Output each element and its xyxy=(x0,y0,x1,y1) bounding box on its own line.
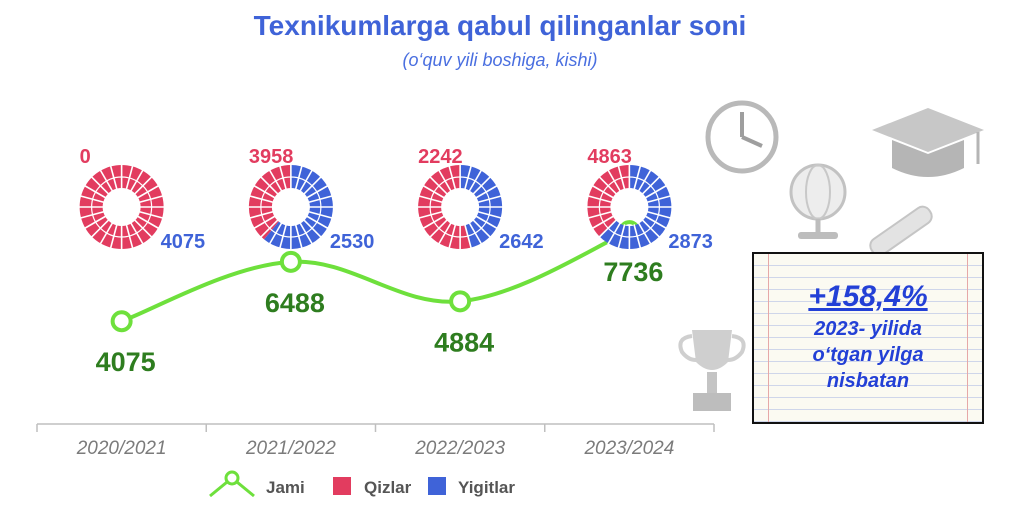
data-label-jami: 7736 xyxy=(603,257,663,287)
jami-point xyxy=(110,310,133,333)
data-label-qizlar: 2242 xyxy=(418,146,463,168)
data-label-jami: 6488 xyxy=(265,288,325,318)
data-label-yigitlar: 2873 xyxy=(668,231,713,253)
data-label-qizlar: 4863 xyxy=(587,146,632,168)
jami-point xyxy=(449,290,472,313)
trophy-icon xyxy=(678,330,746,411)
pie-inner-ring xyxy=(598,176,660,238)
legend-swatch-yigitlar xyxy=(428,477,446,495)
data-label-jami: 4075 xyxy=(96,347,156,377)
globe-icon xyxy=(789,163,847,239)
legend-item-yigitlar: Yigitlar xyxy=(428,477,515,497)
growth-note-line-2: o‘tgan yilga xyxy=(812,344,924,366)
chart-title: Texnikumlarga qabul qilinganlar soni xyxy=(253,10,747,41)
x-axis: 2020/2021 2021/2022 2022/2023 2023/2024 xyxy=(36,423,715,459)
data-label-qizlar: 0 xyxy=(80,146,91,168)
pie-slice-qizlar xyxy=(418,165,471,250)
x-tick-label: 2022/2023 xyxy=(414,438,505,459)
legend-label-yigitlar: Yigitlar xyxy=(458,478,515,497)
data-label-yigitlar: 4075 xyxy=(161,231,206,253)
legend: Jami Qizlar Yigitlar xyxy=(209,470,515,498)
legend-marker-jami xyxy=(224,470,240,486)
growth-note-card: +158,4% 2023- yilida o‘tgan yilga nisbat… xyxy=(752,252,984,424)
legend-label-jami: Jami xyxy=(266,478,305,497)
pie-inner-ring xyxy=(91,176,153,238)
legend-label-qizlar: Qizlar xyxy=(364,478,412,497)
pie-inner-ring xyxy=(260,176,322,238)
data-label-qizlar: 3958 xyxy=(249,146,294,168)
x-tick-label: 2020/2021 xyxy=(76,438,167,459)
data-label-yigitlar: 2530 xyxy=(330,231,375,253)
jami-point xyxy=(279,250,302,273)
graduation-cap-icon xyxy=(872,108,984,177)
pie-slice-qizlar xyxy=(587,165,630,237)
decorative-icons xyxy=(678,100,984,411)
diploma-scroll-icon xyxy=(869,205,933,257)
pie-slice-yigitlar xyxy=(264,165,333,249)
legend-swatch-qizlar xyxy=(333,477,351,495)
pie-2020/2021 xyxy=(78,164,165,250)
growth-note-line-3: nisbatan xyxy=(826,370,910,392)
x-tick-label: 2021/2022 xyxy=(245,438,336,459)
pie-2022/2023 xyxy=(417,164,504,250)
growth-note-line-1: 2023- yilida xyxy=(814,318,922,340)
legend-item-jami: Jami xyxy=(209,470,305,498)
chart-subtitle: (o‘quv yili boshiga, kishi) xyxy=(402,50,598,70)
legend-item-qizlar: Qizlar xyxy=(333,477,412,497)
x-tick-label: 2023/2024 xyxy=(583,438,674,459)
growth-percent: +158,4% xyxy=(808,280,928,313)
series-line-jami xyxy=(120,229,631,324)
data-label-yigitlar: 2642 xyxy=(499,231,544,253)
pie-2023/2024 xyxy=(586,164,673,250)
clock-icon xyxy=(705,100,779,174)
pie-2021/2022 xyxy=(247,164,334,250)
data-label-jami: 4884 xyxy=(434,327,494,357)
pie-inner-ring xyxy=(429,176,491,238)
